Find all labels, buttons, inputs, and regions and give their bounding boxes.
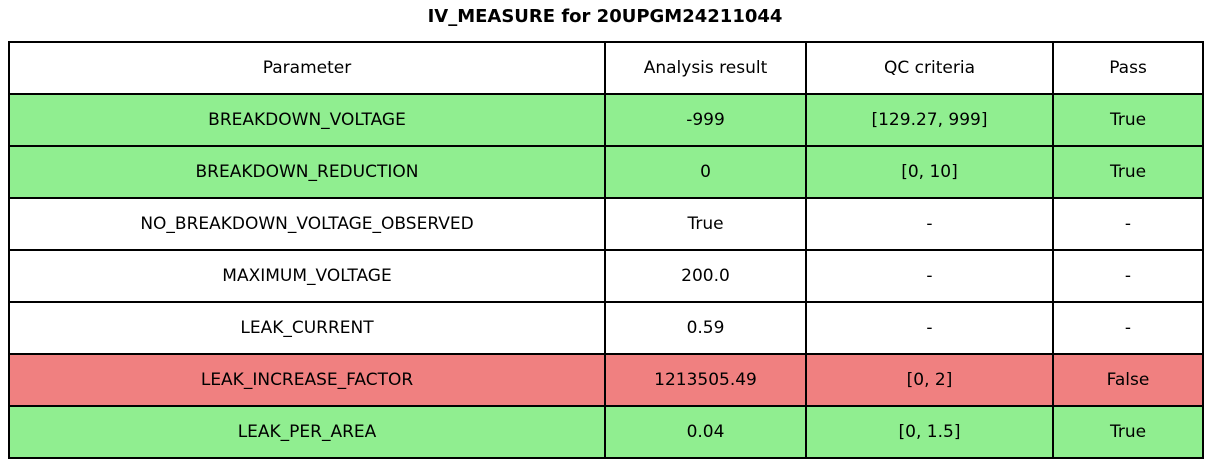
- cell-parameter: BREAKDOWN_REDUCTION: [8, 145, 606, 199]
- cell-qc-criteria: -: [805, 301, 1054, 355]
- cell-parameter: MAXIMUM_VOLTAGE: [8, 249, 606, 303]
- cell-pass: -: [1052, 249, 1204, 303]
- table-row: BREAKDOWN_VOLTAGE -999 [129.27, 999] True: [8, 93, 1204, 147]
- cell-parameter: LEAK_PER_AREA: [8, 405, 606, 459]
- column-header-analysis-result: Analysis result: [604, 41, 807, 95]
- cell-parameter: LEAK_INCREASE_FACTOR: [8, 353, 606, 407]
- table-header-row: Parameter Analysis result QC criteria Pass: [8, 41, 1204, 95]
- table-row: LEAK_PER_AREA 0.04 [0, 1.5] True: [8, 405, 1204, 459]
- table-row: NO_BREAKDOWN_VOLTAGE_OBSERVED True - -: [8, 197, 1204, 251]
- page-title: IV_MEASURE for 20UPGM24211044: [427, 6, 783, 27]
- cell-qc-criteria: [129.27, 999]: [805, 93, 1054, 147]
- table-row: MAXIMUM_VOLTAGE 200.0- -: [8, 249, 1204, 303]
- table-row: LEAK_INCREASE_FACTOR 1213505.49 [0, 2] Fals…: [8, 353, 1204, 407]
- qc-results-table: Parameter Analysis result QC criteria Pass …: [8, 41, 1204, 459]
- table-body: BREAKDOWN_VOLTAGE -999 [129.27, 999] True BR…: [8, 93, 1204, 459]
- cell-qc-criteria: -: [805, 249, 1054, 303]
- cell-parameter: NO_BREAKDOWN_VOLTAGE_OBSERVED: [8, 197, 606, 251]
- cell-qc-criteria: -: [805, 197, 1054, 251]
- cell-analysis-result: 0.59: [604, 301, 807, 355]
- cell-pass: True: [1052, 405, 1204, 459]
- cell-analysis-result: True: [604, 197, 807, 251]
- cell-pass: -: [1052, 197, 1204, 251]
- table-row: LEAK_CURRENT 0.59- -: [8, 301, 1204, 355]
- cell-analysis-result: -999: [604, 93, 807, 147]
- cell-analysis-result: 0: [604, 145, 807, 199]
- cell-analysis-result: 200.0: [604, 249, 807, 303]
- cell-qc-criteria: [0, 2]: [805, 353, 1054, 407]
- table-row: BREAKDOWN_REDUCTION 0 [0, 10] True: [8, 145, 1204, 199]
- cell-analysis-result: 1213505.49: [604, 353, 807, 407]
- table-header: Parameter Analysis result QC criteria Pass: [8, 41, 1204, 95]
- cell-pass: -: [1052, 301, 1204, 355]
- column-header-qc-criteria: QC criteria: [805, 41, 1054, 95]
- cell-pass: True: [1052, 145, 1204, 199]
- cell-analysis-result: 0.04: [604, 405, 807, 459]
- column-header-parameter: Parameter: [8, 41, 606, 95]
- cell-pass: False: [1052, 353, 1204, 407]
- cell-qc-criteria: [0, 1.5]: [805, 405, 1054, 459]
- column-header-pass: Pass: [1052, 41, 1204, 95]
- cell-pass: True: [1052, 93, 1204, 147]
- cell-parameter: LEAK_CURRENT: [8, 301, 606, 355]
- cell-qc-criteria: [0, 10]: [805, 145, 1054, 199]
- cell-parameter: BREAKDOWN_VOLTAGE: [8, 93, 606, 147]
